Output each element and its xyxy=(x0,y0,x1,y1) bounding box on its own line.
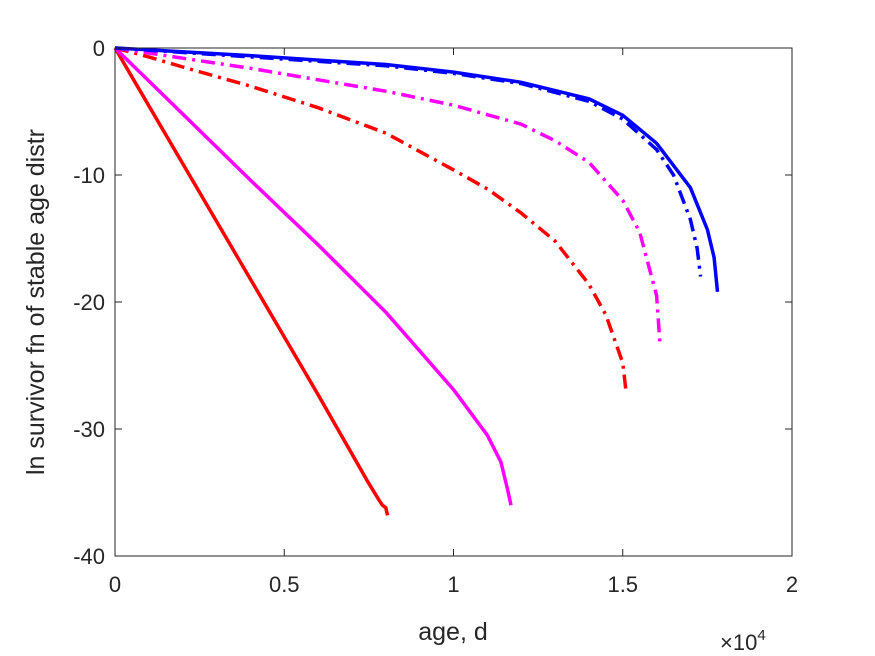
series-line-5 xyxy=(114,46,703,277)
y-tick-label: -30 xyxy=(73,417,105,442)
x-tick-label: 0.5 xyxy=(269,572,300,597)
x-tick-label: 1.5 xyxy=(607,572,638,597)
tick-layer: 0 0.5 1 1.5 2 0 -10 -20 -30 -40 xyxy=(73,36,798,597)
x-multiplier-label: ×104 xyxy=(720,627,766,655)
y-tick-label: -10 xyxy=(73,163,105,188)
x-axis-label: age, d xyxy=(418,618,488,646)
x-multiplier-base: ×10 xyxy=(720,630,757,655)
series-line-2 xyxy=(113,46,513,506)
y-tick-label: -40 xyxy=(73,544,105,569)
x-tick-label: 2 xyxy=(786,572,798,597)
x-tick-label: 0 xyxy=(109,572,121,597)
plot-area xyxy=(115,48,792,556)
y-tick-label: -20 xyxy=(73,290,105,315)
series-line-1 xyxy=(113,47,390,516)
series-line-6 xyxy=(114,46,720,292)
series-line-4 xyxy=(114,46,662,345)
x-tick-label: 1 xyxy=(447,572,459,597)
y-axis-label: ln survivor fn of stable age distr xyxy=(22,129,50,475)
series-layer xyxy=(113,46,720,516)
y-tick-label: 0 xyxy=(93,36,105,61)
x-multiplier-exponent: 4 xyxy=(757,627,765,644)
series-line-3 xyxy=(114,46,628,393)
